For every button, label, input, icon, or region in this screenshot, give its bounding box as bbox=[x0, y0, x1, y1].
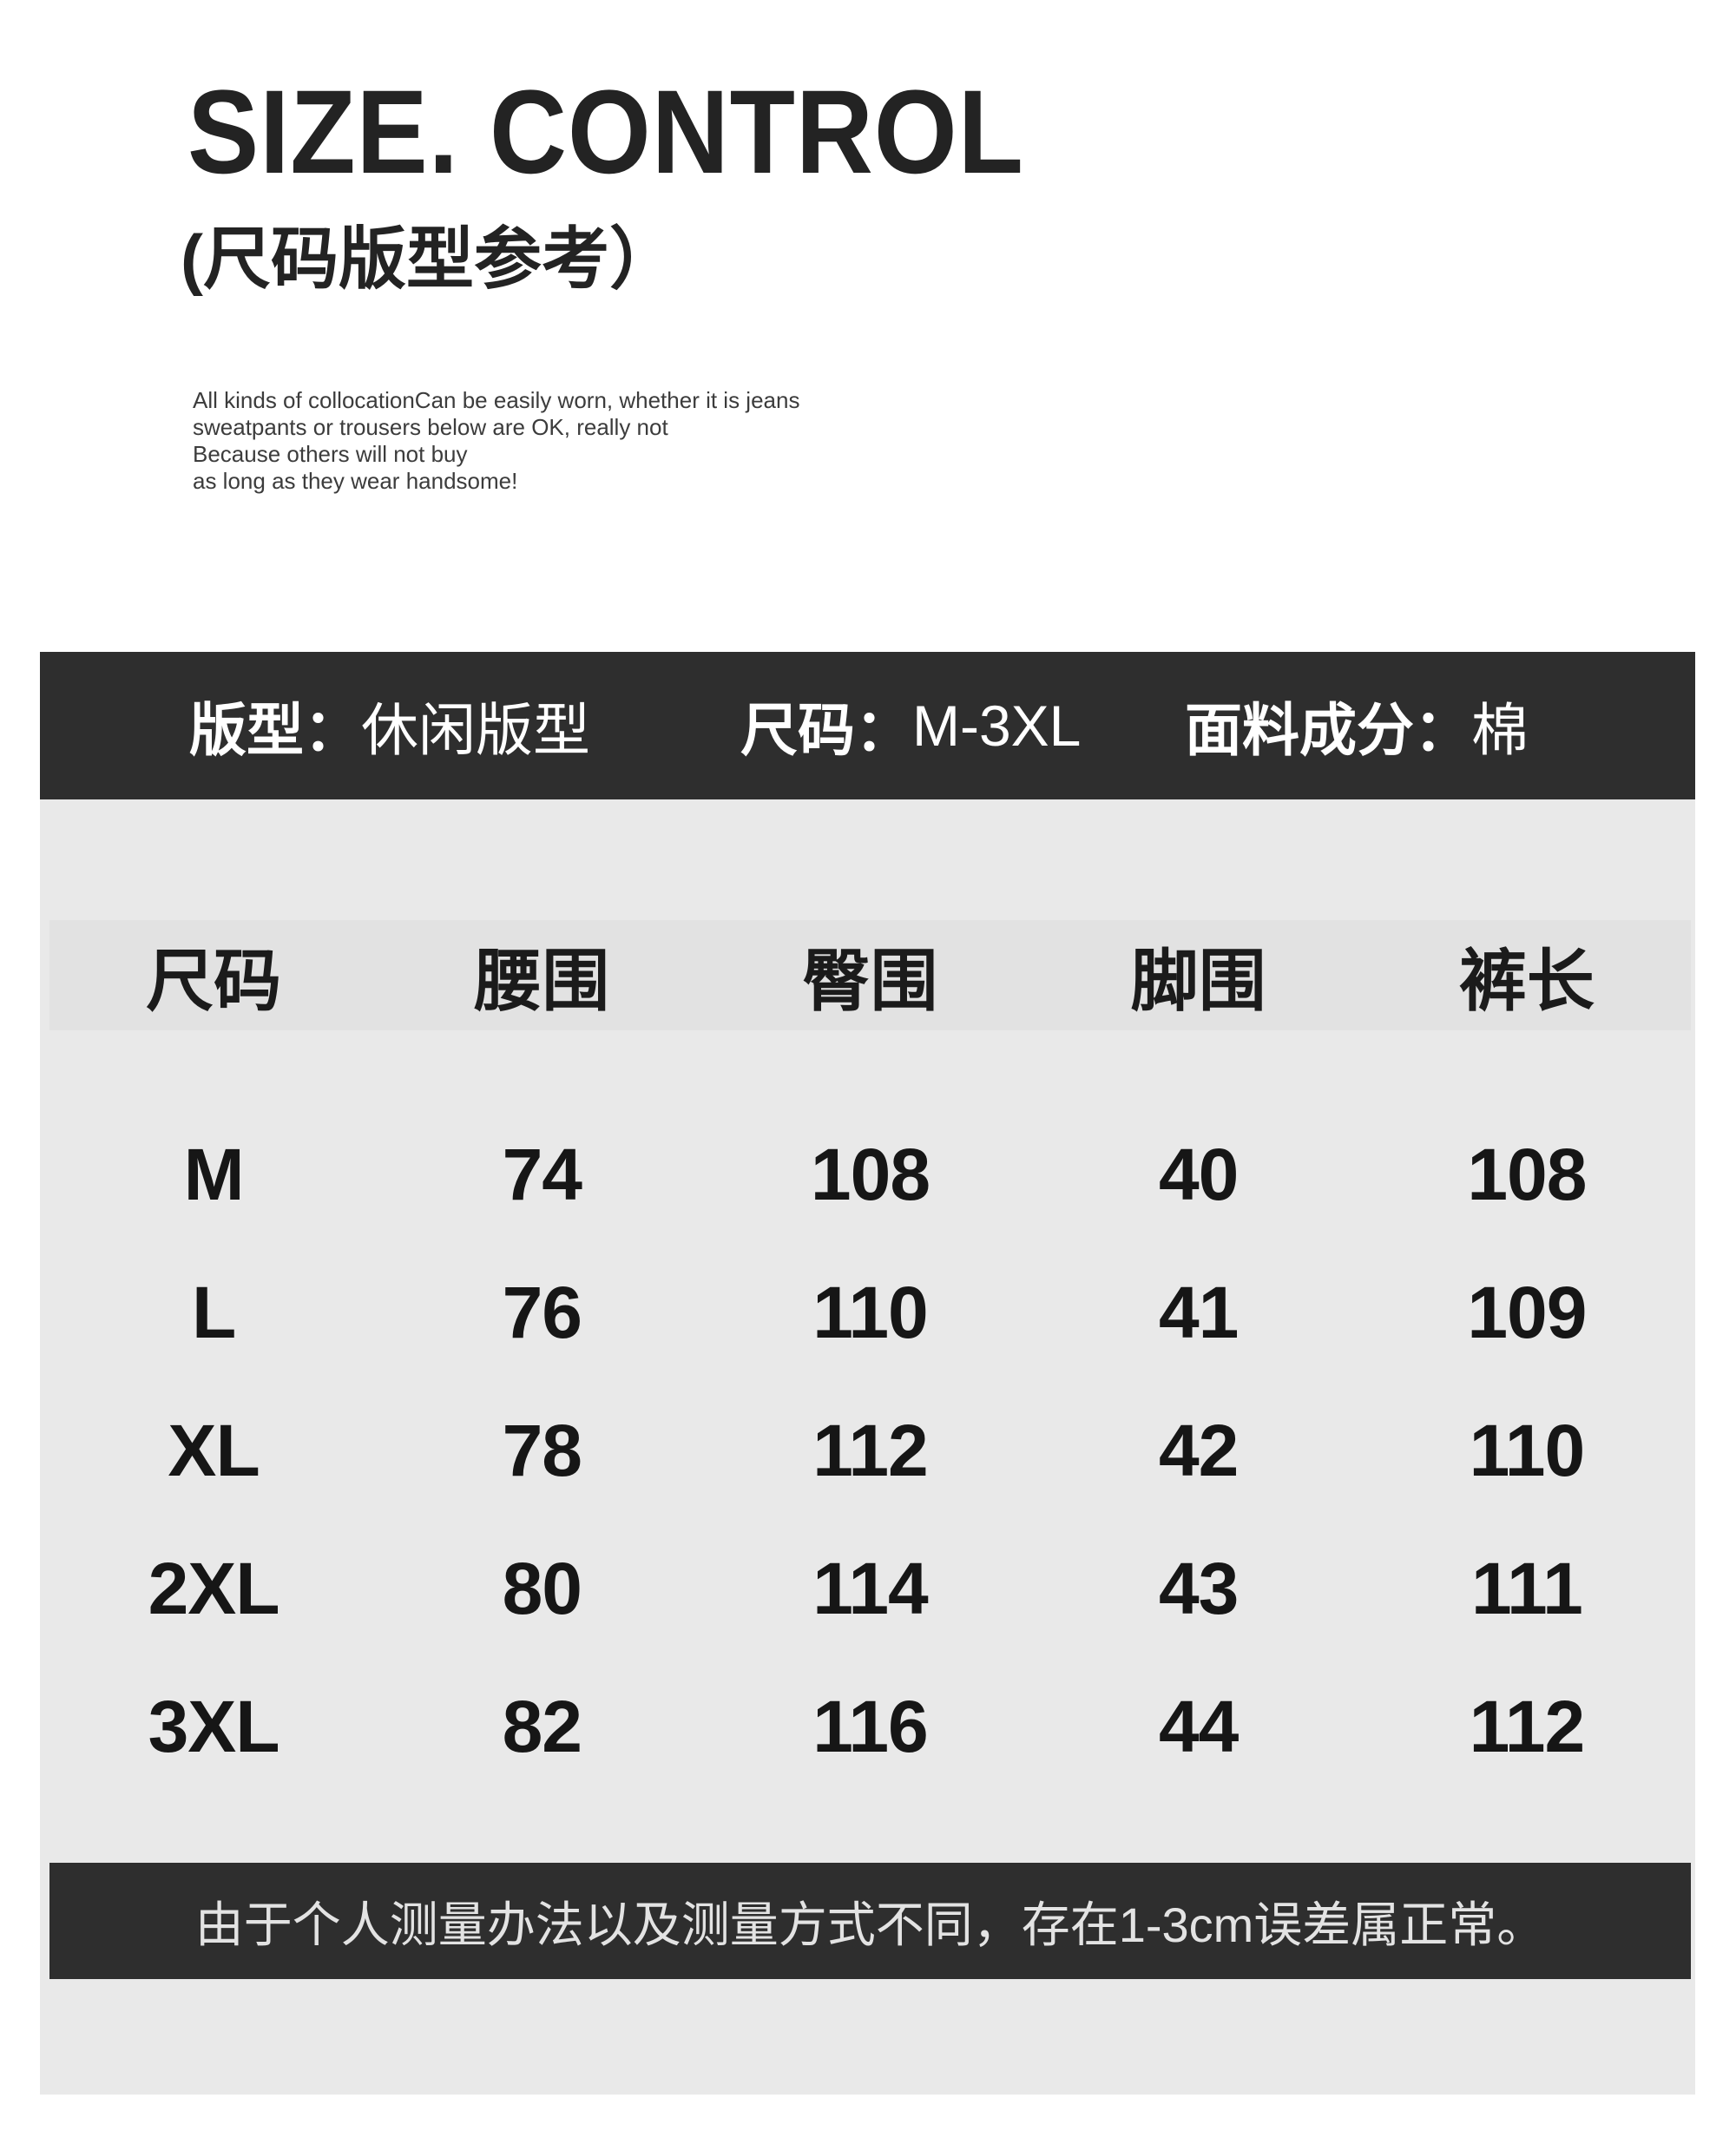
table-row: 3XL 82 116 44 112 bbox=[49, 1658, 1691, 1796]
cell-pants-length: 108 bbox=[1467, 1134, 1587, 1215]
cell-waist: 80 bbox=[502, 1548, 582, 1629]
info-item-fit: 版型： 休闲版型 bbox=[189, 652, 590, 799]
cell-leg-opening: 44 bbox=[1158, 1686, 1239, 1767]
cell-waist: 74 bbox=[502, 1134, 582, 1215]
table-row: XL 78 112 42 110 bbox=[49, 1382, 1691, 1520]
column-header-hip: 臀围 bbox=[802, 942, 938, 1019]
page-subtitle: (尺码版型参考） bbox=[181, 220, 677, 297]
column-header-leg-opening: 脚围 bbox=[1130, 942, 1266, 1019]
cell-pants-length: 111 bbox=[1470, 1548, 1583, 1629]
column-header-waist: 腰围 bbox=[474, 942, 610, 1019]
info-label: 版型： bbox=[189, 698, 361, 762]
description-line: Because others will not buy bbox=[193, 441, 468, 467]
cell-pants-length: 109 bbox=[1467, 1272, 1587, 1353]
table-header-row: 尺码 腰围 臀围 脚围 裤长 bbox=[49, 920, 1691, 1030]
info-item-fabric: 面料成分：棉 bbox=[1185, 652, 1529, 799]
info-value: M-3XL bbox=[912, 694, 1082, 758]
cell-size: XL bbox=[168, 1410, 260, 1491]
size-chart-panel: 版型： 休闲版型 尺码： M-3XL 面料成分：棉 尺码 腰围 臀围 脚围 裤长 M… bbox=[40, 652, 1695, 2095]
cell-hip: 112 bbox=[812, 1410, 929, 1491]
table-row: M 74 108 40 108 bbox=[49, 1106, 1691, 1244]
cell-waist: 76 bbox=[502, 1272, 582, 1353]
cell-size: 3XL bbox=[148, 1686, 280, 1767]
cell-leg-opening: 42 bbox=[1158, 1410, 1239, 1491]
info-label: 尺码： bbox=[740, 698, 912, 762]
cell-waist: 82 bbox=[502, 1686, 582, 1767]
info-value: 棉 bbox=[1471, 698, 1529, 762]
info-label: 面料成分： bbox=[1185, 698, 1471, 762]
description-line: All kinds of collocationCan be easily wo… bbox=[193, 387, 800, 413]
column-header-pants-length: 裤长 bbox=[1458, 942, 1595, 1019]
cell-leg-opening: 43 bbox=[1158, 1548, 1239, 1629]
cell-pants-length: 110 bbox=[1469, 1410, 1586, 1491]
cell-pants-length: 112 bbox=[1469, 1686, 1586, 1767]
cell-hip: 116 bbox=[812, 1686, 929, 1767]
cell-leg-opening: 40 bbox=[1158, 1134, 1239, 1215]
cell-hip: 114 bbox=[812, 1548, 929, 1629]
page-description: All kinds of collocationCan be easily wo… bbox=[193, 387, 799, 495]
footnote-bar: 由于个人测量办法以及测量方式不同，存在1-3cm误差属正常。 bbox=[49, 1863, 1691, 1979]
table-row: L 76 110 41 109 bbox=[49, 1244, 1691, 1382]
info-value: 休闲版型 bbox=[361, 698, 590, 762]
cell-size: 2XL bbox=[148, 1548, 280, 1629]
cell-size: M bbox=[183, 1134, 245, 1215]
table-row: 2XL 80 114 43 111 bbox=[49, 1520, 1691, 1658]
cell-hip: 110 bbox=[812, 1272, 929, 1353]
cell-size: L bbox=[191, 1272, 236, 1353]
cell-hip: 108 bbox=[810, 1134, 930, 1215]
info-item-size-range: 尺码： M-3XL bbox=[740, 652, 1081, 799]
description-line: as long as they wear handsome! bbox=[193, 468, 518, 494]
cell-leg-opening: 41 bbox=[1158, 1272, 1239, 1353]
description-line: sweatpants or trousers below are OK, rea… bbox=[193, 414, 668, 440]
info-bar: 版型： 休闲版型 尺码： M-3XL 面料成分：棉 bbox=[40, 652, 1695, 799]
table-body: M 74 108 40 108 L 76 110 41 109 XL 78 11… bbox=[49, 1030, 1691, 1796]
footnote-text: 由于个人测量办法以及测量方式不同，存在1-3cm误差属正常。 bbox=[194, 1897, 1546, 1952]
page-title: SIZE. CONTROL bbox=[187, 66, 1024, 199]
cell-waist: 78 bbox=[502, 1410, 582, 1491]
column-header-size: 尺码 bbox=[146, 942, 282, 1019]
